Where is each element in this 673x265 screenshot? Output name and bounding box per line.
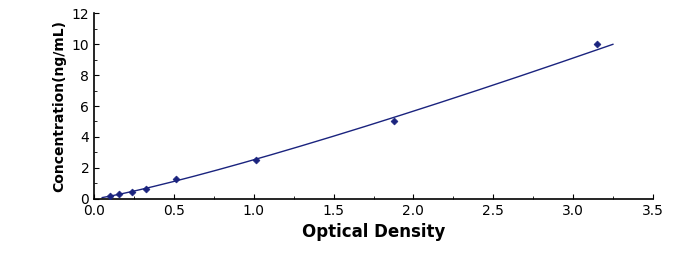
Y-axis label: Concentration(ng/mL): Concentration(ng/mL) — [52, 20, 66, 192]
X-axis label: Optical Density: Optical Density — [302, 223, 446, 241]
